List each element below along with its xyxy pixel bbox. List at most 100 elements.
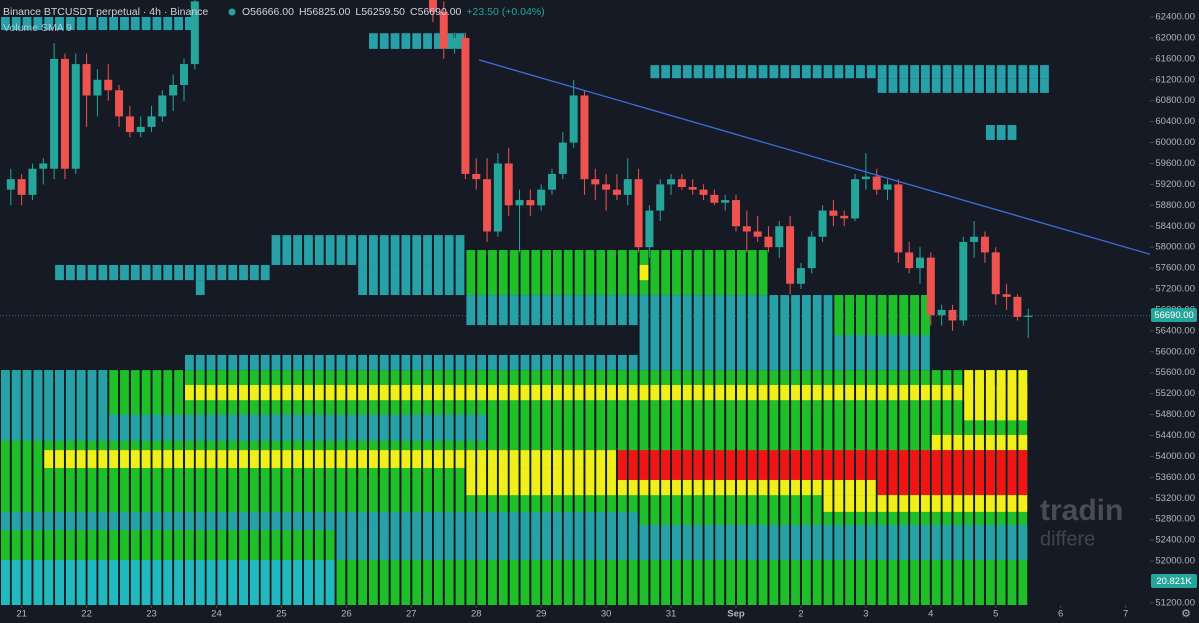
heatmap-cell [466,295,476,326]
heatmap-cell [498,450,508,468]
heatmap-cell [682,479,692,496]
heatmap-cell [1007,524,1017,561]
heatmap-cell [22,511,32,531]
heatmap-cell [866,524,876,561]
heatmap-cell [726,524,735,561]
candle-body [439,11,448,49]
heatmap-cell [542,385,551,401]
heatmap-cell [520,354,530,371]
x-tick-label: Sep [727,609,745,620]
heatmap-cell [293,511,303,531]
x-tick-label: 31 [666,609,677,620]
heatmap-cell [801,295,811,371]
heatmap-cell [791,385,800,401]
heatmap-cell [672,295,681,371]
heatmap-cell [931,65,941,79]
heatmap-cell [531,385,541,401]
heatmap-cell [737,479,746,496]
candle-body [504,163,513,206]
heatmap-cell [661,524,671,561]
heatmap-cell [996,479,1006,496]
heatmap-cell [206,560,216,605]
heatmap-cell [55,370,64,605]
candle-body [493,163,502,232]
heatmap-cell [812,524,822,561]
heatmap-cell [423,511,432,531]
heatmap-cell [888,78,898,93]
heatmap-cell [942,65,952,79]
heatmap-cell [921,495,930,512]
heatmap-cell [174,414,183,441]
heatmap-cell [412,385,422,401]
heatmap-cell [271,354,281,371]
heatmap-cell [953,65,963,79]
heatmap-cell [260,560,270,605]
heatmap-cell [249,354,259,371]
heatmap-cell [672,250,681,296]
heatmap-cell [531,467,541,496]
heatmap-cell [1018,370,1028,421]
heatmap-cell [304,560,313,605]
heatmap-cell [455,511,465,531]
candle-body [894,184,903,253]
heatmap-cell [228,354,238,371]
heatmap-cell [433,450,443,468]
heatmap-cell [1018,450,1028,480]
heatmap-cell [369,524,378,561]
heatmap-cell [650,295,660,371]
y-tick-label: 51200.00 [1155,597,1195,608]
heatmap-cell [563,385,573,401]
heatmap-cell [44,560,54,605]
heatmap-cell [390,370,400,605]
heatmap-cell [704,250,714,296]
candle-body [656,184,665,211]
heatmap-cell [996,78,1006,93]
heatmap-cell [617,524,627,561]
heatmap-cell [823,295,833,371]
x-tick-label: 28 [471,609,482,620]
heatmap-cell [498,295,508,326]
volume-tag-bg [1151,574,1197,588]
heatmap-cell [866,495,876,512]
heatmap-cell [98,450,108,468]
heatmap-cell [942,495,952,512]
heatmap-cell [271,235,281,265]
x-tick-label: 2 [798,609,803,620]
heatmap-cell [369,33,378,49]
heatmap-cell [55,450,64,468]
heatmap-cell [120,450,129,468]
heatmap-cell [769,450,779,480]
heatmap-cell [910,479,919,496]
heatmap-cell [401,414,411,441]
heatmap-cell [899,78,909,93]
heatmap-cell [520,450,530,468]
heatmap-cell [672,65,681,79]
candle-body [483,179,492,232]
candle-body [526,200,535,206]
x-tick-label: 24 [211,609,222,620]
heatmap-cell [845,479,855,496]
low: L56259.50 [355,6,405,18]
heatmap-cell [228,370,238,605]
heatmap-cell [44,450,54,468]
heatmap-cell [444,264,454,296]
heatmap-cell [996,495,1006,512]
candle-body [829,210,838,216]
settings-icon[interactable]: ⚙ [1181,608,1191,620]
heatmap-cell [282,511,292,531]
heatmap-cell [141,264,151,281]
heatmap-cell [1,560,10,605]
heatmap-cell [682,524,692,561]
heatmap-cell [596,385,606,401]
heatmap-cell [617,511,627,531]
candle-body [937,309,946,316]
heatmap-cell [347,354,357,371]
candle-body [818,210,827,237]
y-tick-label: 52400.00 [1155,535,1195,546]
candle-body [71,64,80,169]
heatmap-cell [531,250,541,296]
heatmap-cell [877,479,887,496]
heatmap-cell [747,524,757,561]
heatmap-cell [347,414,357,441]
heatmap-cell [585,385,595,401]
